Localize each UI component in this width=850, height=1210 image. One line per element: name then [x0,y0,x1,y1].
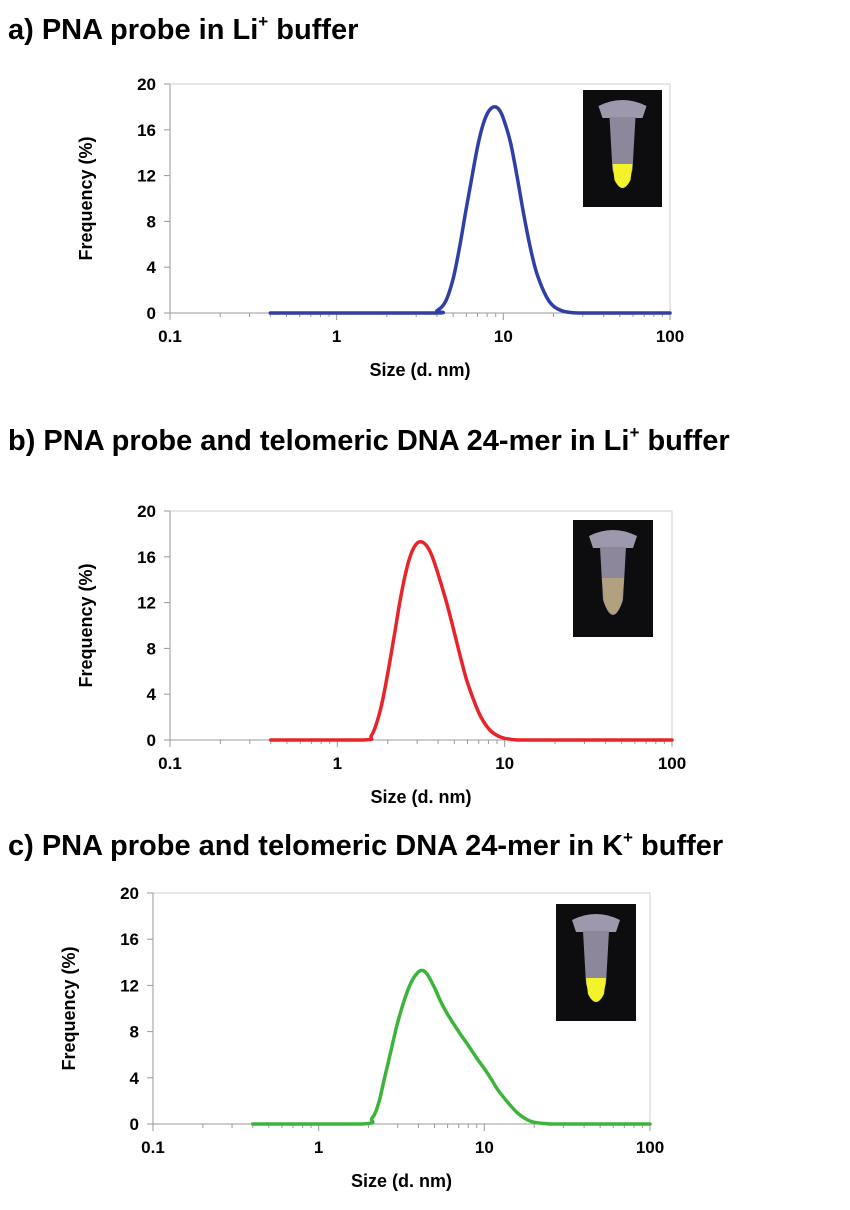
y-tick-label: 0 [130,1115,139,1134]
y-tick-label: 12 [120,976,139,995]
tube-liquid [612,164,633,188]
chart-b: 0 4 8 12 16 20 0.1 1 10 100 Size (d. nm) Frequency … [76,502,686,807]
panel-b-title-main: b) PNA probe and telomeric DNA 24-mer in… [8,425,630,457]
x-axis-title: Size (d. nm) [369,360,470,380]
panel-c-title-sup: + [623,828,633,847]
y-tick-label: 0 [147,731,156,750]
y-tick-label: 20 [120,884,139,903]
y-tick-label: 20 [137,75,156,94]
x-axis-title: Size (d. nm) [351,1171,452,1191]
x-tick-label: 1 [333,754,342,773]
chart-a: 0 4 8 12 16 20 0.1 1 10 100 Size (d. nm) Frequency … [76,75,684,380]
y-axis-title: Frequency (%) [59,946,79,1070]
y-tick-label: 8 [130,1023,139,1042]
panel-b-title-sup: + [629,423,640,442]
tube-liquid [586,978,606,1002]
panel-c-title-end: buffer [632,830,724,862]
x-tick-label: 1 [314,1138,323,1157]
series-line [268,539,674,742]
x-tick-label: 0.1 [141,1138,165,1157]
x-tick-label: 100 [656,327,684,346]
y-tick-label: 20 [137,502,156,521]
y-tick-label: 0 [147,304,156,323]
y-axis-title: Frequency (%) [76,563,96,687]
y-tick-label: 4 [147,258,157,277]
panel-a-title-sup: + [258,12,269,31]
y-tick-label: 8 [147,212,156,231]
panel-c-title: c) PNA probe and telomeric DNA 24-mer in… [8,828,723,863]
tube-photo-inset [573,520,653,637]
tube-photo-inset [583,90,662,207]
x-tick-label: 10 [494,327,513,346]
panel-a-title-end: buffer [268,14,359,46]
tube-photo-inset [556,904,636,1021]
x-tick-label: 0.1 [158,327,182,346]
tube-cap [589,530,637,548]
series-line [250,968,652,1126]
y-tick-label: 16 [120,930,139,949]
y-tick-label: 12 [137,167,156,186]
x-tick-label: 100 [636,1138,664,1157]
series-line [268,105,672,315]
tube-cap [598,100,647,118]
panel-b-title: b) PNA probe and telomeric DNA 24-mer in… [8,423,730,458]
panel-c-title-main: c) PNA probe and telomeric DNA 24-mer in… [8,830,624,862]
y-tick-label: 4 [147,685,157,704]
y-tick-label: 4 [130,1069,140,1088]
tube-liquid [602,578,624,614]
x-tick-label: 0.1 [158,754,182,773]
x-tick-label: 10 [495,754,514,773]
y-axis-title: Frequency (%) [76,136,96,260]
y-tick-label: 8 [147,639,156,658]
panel-b-title-end: buffer [639,425,730,457]
y-tick-label: 12 [137,594,156,613]
x-tick-label: 100 [658,754,686,773]
x-tick-label: 10 [475,1138,494,1157]
tube-cap [572,914,620,932]
x-tick-label: 1 [332,327,341,346]
panel-a-title: a) PNA probe in Li+ buffer [8,12,358,47]
y-tick-label: 16 [137,548,156,567]
panel-a-title-main: a) PNA probe in Li [8,14,259,46]
y-tick-label: 16 [137,121,156,140]
x-axis-title: Size (d. nm) [370,787,471,807]
